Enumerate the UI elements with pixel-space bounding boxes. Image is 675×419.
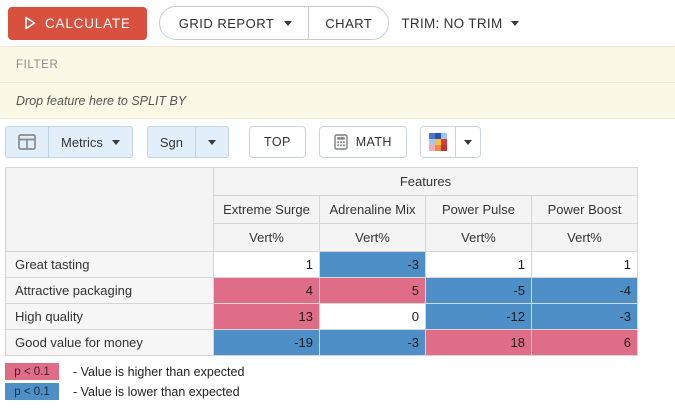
trim-label: TRIM: NO TRIM [401, 15, 503, 31]
table-cell[interactable]: -12 [426, 304, 532, 330]
filter-label: FILTER [16, 58, 59, 71]
table-cell[interactable]: -5 [426, 278, 532, 304]
grid-report-label: GRID REPORT [178, 15, 275, 31]
table-cell[interactable]: -19 [214, 330, 320, 356]
math-label: MATH [355, 135, 392, 149]
grid-report-table: Features Extreme Surge Adrenaline Mix Po… [5, 167, 638, 356]
column-header[interactable]: Power Boost [532, 196, 638, 224]
legend-chip-higher: p < 0.1 [5, 363, 59, 380]
table-cell[interactable]: 1 [214, 252, 320, 278]
legend-row-lower: p < 0.1 - Value is lower than expected [5, 383, 675, 400]
column-header[interactable]: Adrenaline Mix [320, 196, 426, 224]
chevron-down-icon [510, 20, 519, 26]
sgn-dropdown[interactable] [196, 127, 229, 157]
calculator-icon [334, 134, 348, 150]
palette-dropdown[interactable] [455, 127, 480, 157]
math-button[interactable]: MATH [318, 126, 407, 158]
table-cell[interactable]: 0 [320, 304, 426, 330]
chevron-down-icon [208, 139, 217, 145]
row-label[interactable]: Attractive packaging [6, 278, 214, 304]
metrics-dropdown[interactable]: Metrics [49, 127, 132, 157]
color-palette-button[interactable] [420, 127, 455, 157]
metric-header[interactable]: Vert% [214, 224, 320, 252]
column-header[interactable]: Power Pulse [426, 196, 532, 224]
row-label[interactable]: Good value for money [6, 330, 214, 356]
filter-bar[interactable]: FILTER [0, 46, 675, 82]
trim-dropdown[interactable]: TRIM: NO TRIM [401, 15, 519, 31]
metrics-label: Metrics [61, 134, 103, 150]
calculate-button[interactable]: CALCULATE [8, 6, 147, 40]
metric-header[interactable]: Vert% [532, 224, 638, 252]
divider [454, 127, 456, 157]
top-label: TOP [264, 135, 291, 149]
legend-text-lower: - Value is lower than expected [73, 384, 240, 399]
table-cell[interactable]: 18 [426, 330, 532, 356]
metrics-group: Metrics [5, 126, 133, 158]
table-cell[interactable]: -3 [532, 304, 638, 330]
table-cell[interactable]: -3 [320, 252, 426, 278]
chevron-down-icon [111, 139, 120, 145]
top-button[interactable]: TOP [249, 126, 306, 158]
chevron-down-icon [284, 20, 293, 26]
legend-chip-lower: p < 0.1 [5, 383, 59, 400]
calculate-label: CALCULATE [45, 15, 131, 31]
table-cell[interactable]: 1 [532, 252, 638, 278]
table-cell[interactable]: 6 [532, 330, 638, 356]
significance-legend: p < 0.1 - Value is higher than expected … [5, 363, 675, 400]
legend-row-higher: p < 0.1 - Value is higher than expected [5, 363, 675, 380]
metrics-toolbar: Metrics Sgn TOP MATH [0, 119, 675, 165]
split-by-dropzone[interactable]: Drop feature here to SPLIT BY [0, 82, 675, 119]
legend-text-higher: - Value is higher than expected [73, 364, 245, 379]
table-layout-icon [18, 134, 36, 150]
table-cell[interactable]: -4 [532, 278, 638, 304]
split-by-placeholder: Drop feature here to SPLIT BY [16, 93, 187, 108]
table-cell[interactable]: 1 [426, 252, 532, 278]
top-toolbar: CALCULATE GRID REPORT CHART TRIM: NO TRI… [0, 0, 675, 46]
tab-chart[interactable]: CHART [309, 7, 389, 39]
table-cell[interactable]: 13 [214, 304, 320, 330]
color-palette-icon [428, 133, 447, 151]
column-header[interactable]: Extreme Surge [214, 196, 320, 224]
sgn-group: Sgn [146, 126, 230, 158]
table-cell[interactable]: 5 [320, 278, 426, 304]
row-label[interactable]: High quality [6, 304, 214, 330]
divider [308, 7, 310, 39]
chart-label: CHART [325, 15, 373, 31]
divider [195, 127, 197, 157]
table-corner-cell [6, 168, 214, 252]
metric-header[interactable]: Vert% [426, 224, 532, 252]
table-cell[interactable]: -3 [320, 330, 426, 356]
sgn-label: Sgn [159, 134, 184, 150]
sgn-button[interactable]: Sgn [147, 127, 196, 157]
metric-header[interactable]: Vert% [320, 224, 426, 252]
chevron-down-icon [463, 139, 472, 145]
table-layout-button[interactable] [6, 127, 48, 157]
row-label[interactable]: Great tasting [6, 252, 214, 278]
play-icon [24, 16, 36, 30]
tab-grid-report[interactable]: GRID REPORT [159, 7, 309, 39]
view-switcher: GRID REPORT CHART [158, 6, 390, 40]
divider [48, 127, 49, 157]
palette-group [419, 126, 481, 158]
table-cell[interactable]: 4 [214, 278, 320, 304]
features-group-header: Features [214, 168, 638, 196]
